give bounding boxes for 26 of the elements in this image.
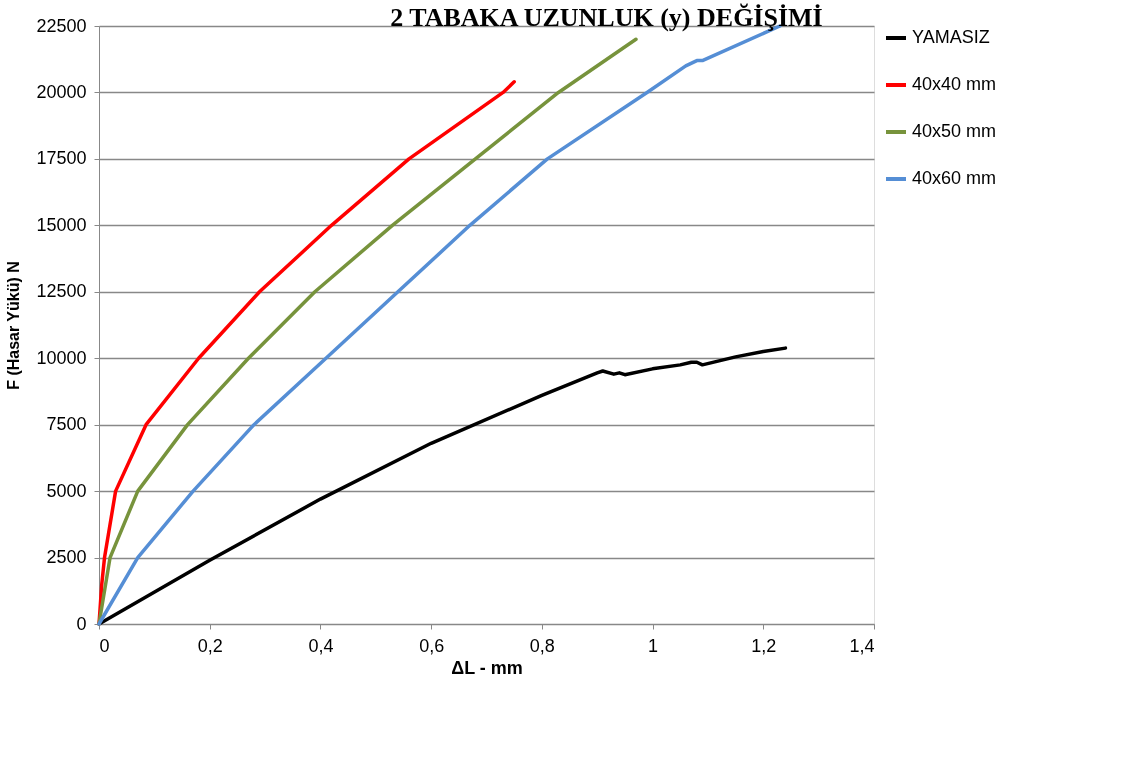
x-tick-label: 0,8 (529, 635, 555, 656)
x-tick-label: 1,2 (751, 635, 777, 656)
x-tick-label: 0,4 (308, 635, 334, 656)
y-tick-label: 10000 (36, 347, 87, 368)
y-tick-label: 2500 (46, 547, 87, 568)
line-series (97, 37, 638, 626)
y-tick-label: 5000 (46, 480, 87, 501)
legend-label: 40x60 mm (912, 168, 997, 188)
x-tick-label: 0 (99, 635, 110, 656)
y-tick-label: 17500 (36, 148, 87, 169)
x-tick-label: 1,4 (849, 635, 875, 656)
y-tick-label: 7500 (46, 414, 87, 435)
y-tick-label: 15000 (36, 214, 87, 235)
legend-label: YAMASIZ (912, 27, 990, 47)
x-tick-label: 0,2 (197, 635, 223, 656)
x-axis-title: ΔL - mm (451, 657, 523, 678)
x-tick-label: 1 (648, 635, 659, 656)
y-tick-label: 20000 (36, 81, 87, 102)
legend-label: 40x40 mm (912, 74, 997, 94)
y-axis-title: F (Hasar Yükü) N (5, 261, 23, 390)
x-tick-label: 0,6 (419, 635, 445, 656)
y-tick-label: 22500 (36, 15, 87, 36)
legend-label: 40x50 mm (912, 121, 997, 141)
chart-title: 2 TABAKA UZUNLUK (y) DEĞİŞİMİ (390, 3, 823, 32)
y-tick-label: 12500 (36, 281, 87, 302)
y-tick-label: 0 (76, 613, 87, 634)
